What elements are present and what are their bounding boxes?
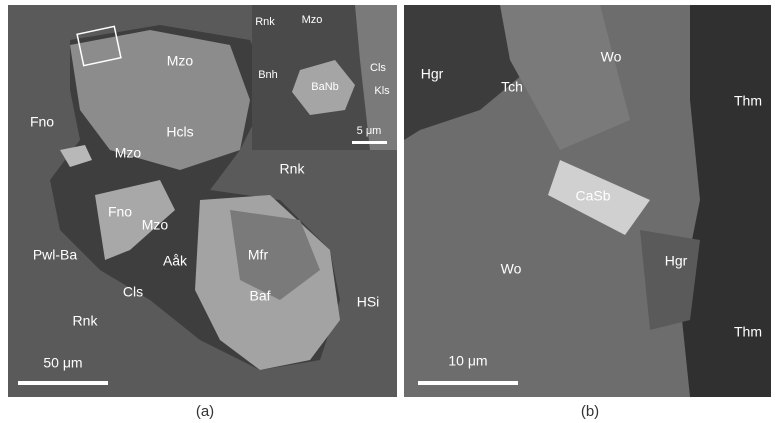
label: Mfr	[248, 247, 269, 263]
label: Pwl-Ba	[33, 247, 78, 263]
scale-bar-label: 50 μm	[43, 355, 82, 371]
label: Hgr	[665, 253, 688, 269]
label: Rnk	[280, 161, 306, 177]
label: Fno	[30, 114, 54, 130]
inset-label: Cls	[370, 62, 386, 74]
inset-scale-label: 5 μm	[357, 125, 382, 137]
inset-label: Mzo	[302, 14, 323, 26]
label: Thm	[734, 93, 762, 109]
label: Thm	[734, 324, 762, 340]
label: Tch	[501, 79, 523, 95]
label: Fno	[108, 204, 132, 220]
label: Baf	[249, 288, 270, 304]
inset-label: BaNb	[311, 81, 339, 93]
label: Mzo	[115, 145, 142, 161]
inset-label: Kls	[374, 85, 390, 97]
inset-label: Bnh	[258, 69, 278, 81]
figure: Mzo Hcls Fno Mzo Rnk Fno Mzo Pwl-Ba Aåk Mfr Cls Baf…	[0, 0, 779, 423]
label: Hgr	[421, 66, 444, 82]
label: Mzo	[167, 53, 194, 69]
caption: (a)	[196, 403, 214, 420]
label: Wo	[501, 261, 522, 277]
label: Hcls	[166, 124, 193, 140]
label: Rnk	[73, 313, 99, 329]
label: HSi	[357, 294, 380, 310]
label: Mzo	[142, 217, 169, 233]
label: Aåk	[163, 253, 188, 269]
caption: (b)	[581, 403, 599, 420]
inset-label: Rnk	[255, 16, 275, 28]
label: Wo	[601, 49, 622, 65]
page: Mzo Hcls Fno Mzo Rnk Fno Mzo Pwl-Ba Aåk Mfr Cls Baf…	[0, 0, 779, 423]
scale-bar-label: 10 μm	[448, 353, 487, 369]
panel-a-image	[8, 5, 397, 397]
label: CaSb	[575, 188, 610, 204]
label: Cls	[123, 284, 143, 300]
